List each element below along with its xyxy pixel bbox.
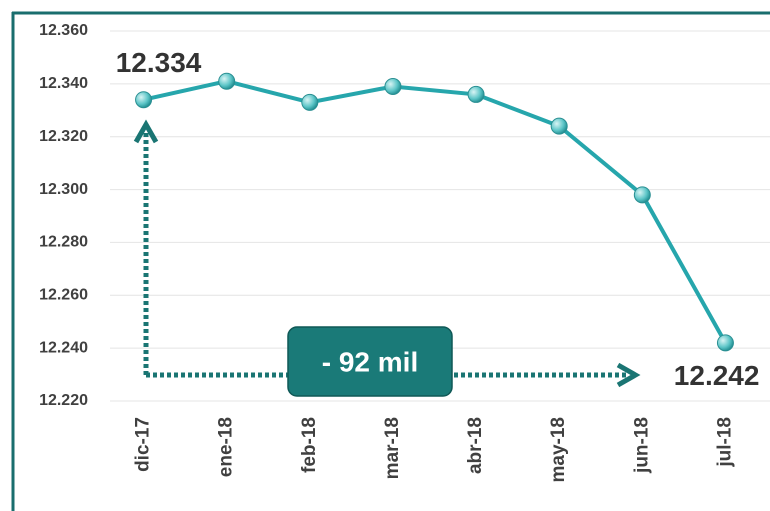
- y-tick-label: 12.240: [39, 339, 88, 356]
- y-tick-label: 12.340: [39, 75, 88, 92]
- data-label: 12.334: [116, 47, 202, 78]
- marker: [550, 117, 568, 135]
- x-tick-label: ene-18: [216, 417, 237, 477]
- x-tick-label: jun-18: [631, 417, 652, 474]
- x-tick-label: jul-18: [714, 417, 735, 468]
- y-tick-label: 12.260: [39, 287, 88, 304]
- marker: [135, 91, 153, 109]
- x-tick-label: abr-18: [465, 417, 486, 474]
- marker: [716, 334, 734, 352]
- y-tick-label: 12.300: [39, 181, 88, 198]
- data-label: 12.242: [674, 360, 760, 391]
- marker: [301, 93, 319, 111]
- x-tick-label: may-18: [548, 417, 569, 483]
- marker: [218, 72, 236, 90]
- x-tick-label: feb-18: [299, 417, 320, 473]
- annotation-box: [287, 326, 453, 397]
- marker: [467, 85, 485, 103]
- line: [143, 79, 728, 344]
- y-tick-label: 12.360: [39, 22, 88, 39]
- x-tick-label: dic-17: [133, 417, 154, 472]
- x-tick-label: mar-18: [382, 417, 403, 479]
- y-tick-label: 12.280: [39, 234, 88, 251]
- y-tick-label: 12.320: [39, 128, 88, 145]
- marker: [633, 186, 651, 204]
- y-tick-label: 12.220: [39, 392, 88, 409]
- marker: [384, 78, 402, 95]
- annotation: - 92 mil: [322, 346, 418, 377]
